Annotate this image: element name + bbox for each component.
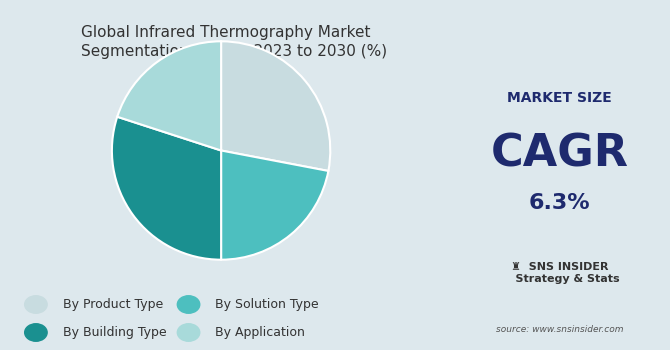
Wedge shape (117, 41, 221, 150)
Text: Global Infrared Thermography Market
Segmentation Size by 2023 to 2030 (%): Global Infrared Thermography Market Segm… (81, 25, 387, 59)
Wedge shape (221, 150, 328, 260)
Text: ♜  SNS INSIDER
    Strategy & Stats: ♜ SNS INSIDER Strategy & Stats (500, 262, 619, 284)
Text: MARKET SIZE: MARKET SIZE (507, 91, 612, 105)
Wedge shape (112, 117, 221, 260)
Wedge shape (221, 41, 330, 171)
Circle shape (178, 296, 200, 313)
Text: source: www.snsinsider.com: source: www.snsinsider.com (496, 324, 623, 334)
Circle shape (25, 324, 47, 341)
Text: CAGR: CAGR (490, 133, 628, 175)
Text: By Product Type: By Product Type (63, 298, 163, 311)
Text: By Building Type: By Building Type (63, 326, 166, 339)
Circle shape (25, 296, 47, 313)
Text: By Solution Type: By Solution Type (216, 298, 319, 311)
Text: By Application: By Application (216, 326, 306, 339)
Circle shape (178, 324, 200, 341)
Text: 6.3%: 6.3% (529, 193, 590, 213)
